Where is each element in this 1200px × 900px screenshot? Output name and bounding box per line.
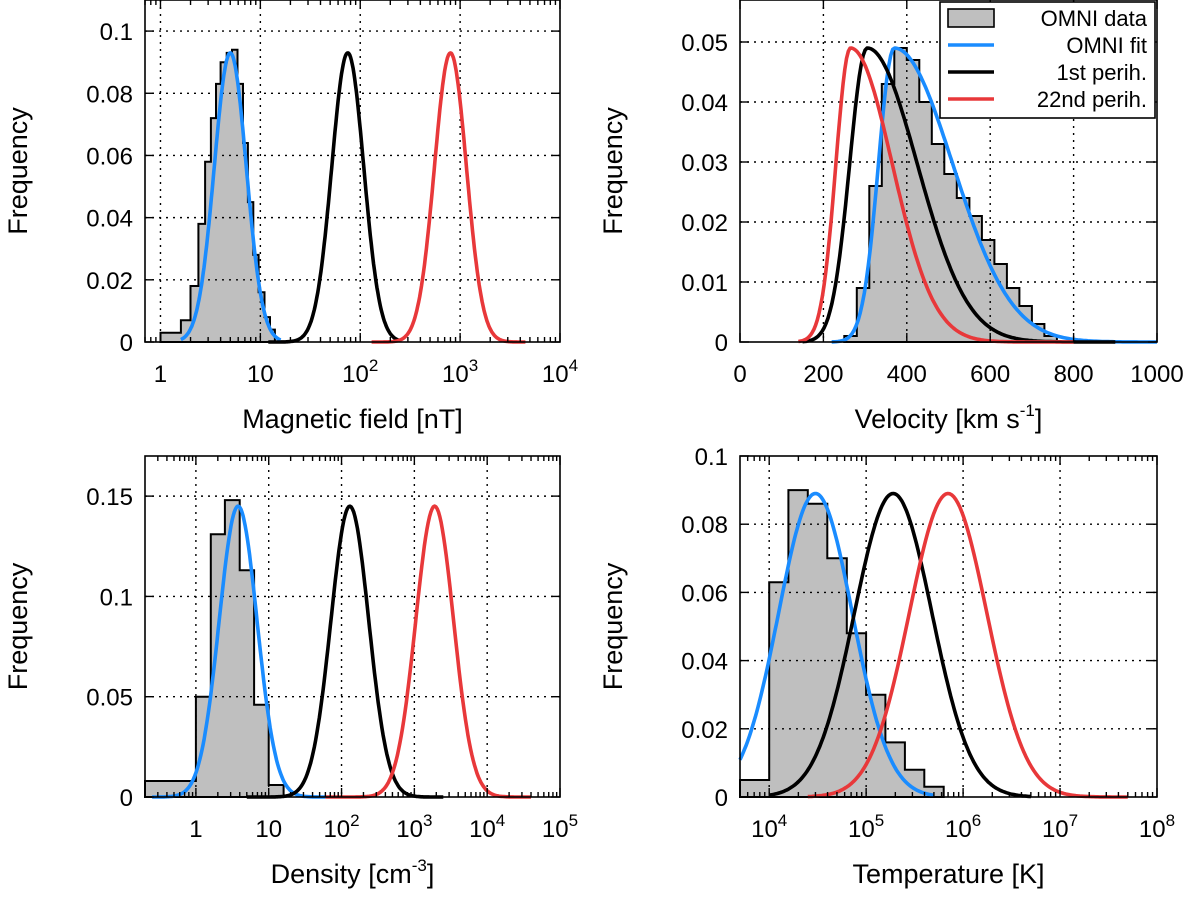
x-tick-label: 1000 [1130,361,1183,388]
curve-22nd-perih- [324,504,532,799]
x-tick-label: 800 [1054,361,1094,388]
y-axis-label: Frequency [3,107,33,235]
chart-velocity: 0 200 400 600 800 1000 0 0.01 0.02 0.03 0.04 0.05 Ve… [598,0,1184,434]
y-tick-label: 0.04 [681,90,728,117]
legend-swatch-box [947,8,995,28]
x-axis-label: Velocity [km s-1] [855,401,1043,434]
curve-omni-fit [151,504,327,799]
y-tick-label: 0.08 [86,81,133,108]
legend-label: OMNI fit [1066,33,1147,58]
y-tick-label: 0.1 [695,444,728,471]
x-tick-label: 104 [542,356,578,388]
x-tick-label: 400 [887,361,927,388]
y-tick-label: 0.03 [681,150,728,177]
y-tick-label: 0.06 [681,580,728,607]
plot-frame [144,0,561,343]
y-tick-label: 0.1 [100,584,133,611]
histogram-omni-data [739,489,945,798]
x-tick-label: 10 [247,361,274,388]
x-tick-label: 0 [733,361,746,388]
y-tick-label: 0.06 [86,143,133,170]
y-tick-label: 0.01 [681,270,728,297]
x-axis-label: Temperature [K] [852,859,1044,889]
y-tick-label: 0 [715,785,728,812]
y-tick-label: 0 [120,330,133,357]
chart-density: 1 10 102 103 104 105 0 0.05 0.1 0.15 Density [cm-3… [3,455,578,889]
x-tick-label: 102 [342,356,378,388]
chart-magnetic: 1 10 102 103 104 0 0.02 0.04 0.06 0.08 0.1 Magnetic… [3,0,578,434]
x-tick-label: 107 [1042,811,1078,843]
x-tick-label: 103 [442,356,478,388]
x-axis-label: Magnetic field [nT] [242,404,463,434]
x-axis-label: Density [cm-3] [271,856,435,889]
y-axis-label: Frequency [3,562,33,690]
y-tick-label: 0.05 [681,30,728,57]
curve-22nd-perih- [807,491,1128,799]
plot-frame [144,455,561,798]
plot-frame [739,0,1158,343]
y-tick-label: 0.04 [86,206,133,233]
legend-label: 1st perih. [1057,60,1148,85]
curve-omni-fit [738,491,935,798]
x-tick-label: 104 [751,811,787,843]
y-tick-label: 0 [715,330,728,357]
x-tick-label: 105 [542,811,578,843]
curve-1st-perih- [267,51,402,344]
legend-label: OMNI data [1041,6,1148,31]
y-tick-label: 0.1 [100,19,133,46]
y-tick-label: 0.05 [86,685,133,712]
x-tick-label: 106 [945,811,981,843]
y-tick-label: 0.02 [681,717,728,744]
x-tick-label: 10 [255,816,282,843]
x-tick-label: 1 [154,361,167,388]
x-tick-label: 200 [803,361,843,388]
chart-temperature: 104 105 106 107 108 0 0.02 0.04 0.06 0.08 0.1 Tempe… [598,444,1175,889]
legend-label: 22nd perih. [1037,87,1147,112]
histogram-omni-data [144,499,285,798]
x-tick-label: 1 [189,816,202,843]
y-tick-label: 0.04 [681,649,728,676]
x-tick-label: 600 [970,361,1010,388]
y-tick-label: 0.02 [681,210,728,237]
y-tick-label: 0.08 [681,512,728,539]
curve-1st-perih- [768,491,1031,799]
x-tick-label: 108 [1139,811,1175,843]
y-tick-label: 0 [120,785,133,812]
x-tick-label: 105 [848,811,884,843]
x-tick-label: 104 [469,811,505,843]
y-tick-label: 0.02 [86,268,133,295]
x-tick-label: 102 [323,811,359,843]
curve-omni-fit [179,51,282,342]
x-tick-label: 103 [396,811,432,843]
curve-22nd-perih- [370,51,527,344]
y-tick-label: 0.15 [86,484,133,511]
y-axis-label: Frequency [598,107,628,235]
y-axis-label: Frequency [598,562,628,690]
